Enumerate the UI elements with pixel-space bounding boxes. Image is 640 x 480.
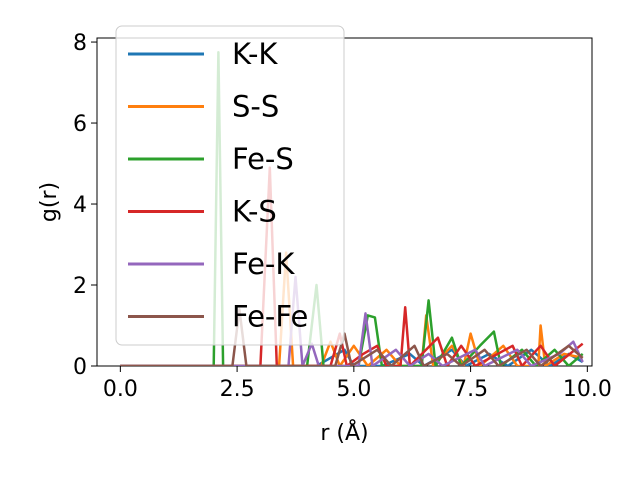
y-tick-label: 2: [73, 274, 87, 299]
x-tick-label: 0.0: [103, 377, 138, 402]
legend-label: K-K: [232, 37, 278, 71]
y-tick-label: 0: [73, 355, 87, 380]
y-tick-label: 4: [73, 193, 87, 218]
x-tick-label: 7.5: [453, 377, 488, 402]
x-axis-label: r (Å): [320, 419, 368, 446]
x-tick-label: 5.0: [336, 377, 371, 402]
series-line-fe-fe: [120, 308, 584, 366]
legend-box: [115, 25, 345, 346]
y-axis-label: g(r): [37, 182, 62, 222]
y-tick-label: 6: [73, 112, 87, 137]
legend-label: Fe-K: [232, 247, 295, 281]
legend-label: K-S: [232, 195, 277, 229]
legend-label: Fe-Fe: [232, 300, 308, 334]
legend-label: S-S: [232, 90, 279, 124]
legend-label: Fe-S: [232, 142, 294, 176]
series-line-fe-k: [120, 275, 584, 366]
series-line-k-k: [120, 348, 584, 366]
x-tick-label: 10.0: [563, 377, 612, 402]
y-tick-label: 8: [73, 31, 87, 56]
x-tick-label: 2.5: [220, 377, 255, 402]
